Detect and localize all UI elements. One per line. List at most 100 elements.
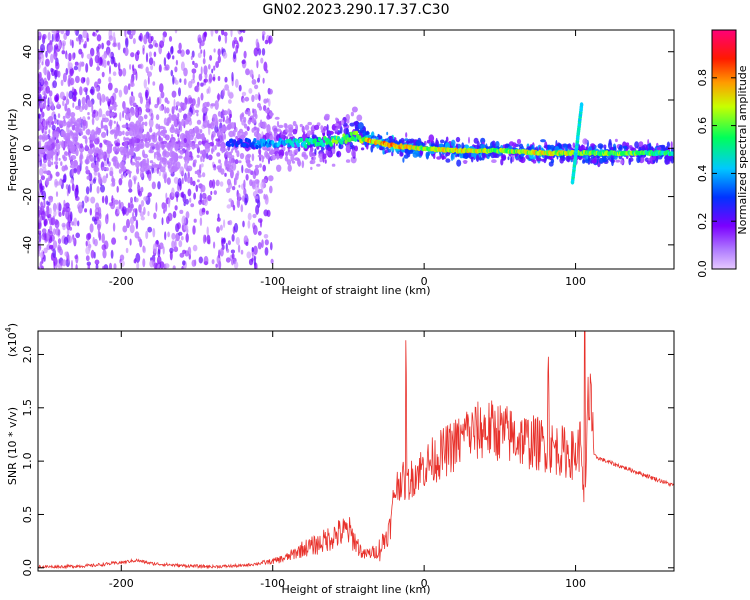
heatmap-cell <box>137 186 141 190</box>
heatmap-cell <box>43 233 47 241</box>
heatmap-cell <box>91 134 96 142</box>
heatmap-cell <box>322 154 325 163</box>
heatmap-cell <box>70 179 74 184</box>
heatmap-cell <box>314 148 317 155</box>
heatmap-cell <box>69 77 75 86</box>
spectrogram-x-tick-label: 100 <box>565 275 586 288</box>
heatmap-cell <box>38 62 41 71</box>
heatmap-cell <box>109 170 114 177</box>
heatmap-cell <box>159 161 162 166</box>
heatmap-cell <box>206 143 211 149</box>
heatmap-cell <box>75 37 80 42</box>
heatmap-cell <box>254 84 259 90</box>
heatmap-cell <box>670 141 673 149</box>
heatmap-cell <box>53 118 58 125</box>
heatmap-cell <box>202 32 207 42</box>
heatmap-cell <box>202 57 206 65</box>
heatmap-cell <box>45 210 48 217</box>
heatmap-cell <box>231 253 235 260</box>
heatmap-cell <box>278 124 284 129</box>
heatmap-cell <box>38 51 41 61</box>
heatmap-cell <box>200 129 203 134</box>
heatmap-cell <box>48 122 52 128</box>
heatmap-cell <box>263 234 269 239</box>
heatmap-cell <box>288 129 293 136</box>
heatmap-cell <box>129 99 133 107</box>
heatmap-cell <box>110 56 115 65</box>
heatmap-cell <box>138 204 142 213</box>
heatmap-cell <box>101 195 105 204</box>
heatmap-cell <box>87 112 90 116</box>
heatmap-cell <box>135 71 138 81</box>
heatmap-cell <box>65 67 69 76</box>
heatmap-cell <box>326 124 329 132</box>
heatmap-cell <box>139 96 143 105</box>
heatmap-cell <box>239 152 245 160</box>
heatmap-cell <box>97 78 102 85</box>
heatmap-cell <box>211 179 216 189</box>
spectrogram-x-tick-label: -100 <box>260 275 285 288</box>
heatmap-cell <box>263 147 268 151</box>
heatmap-cell <box>48 230 54 237</box>
heatmap-cell <box>540 139 546 143</box>
heatmap-cell <box>40 114 43 123</box>
heatmap-cell <box>66 91 69 101</box>
heatmap-cell <box>225 119 230 124</box>
heatmap-cell <box>88 172 93 182</box>
heatmap-cell <box>119 112 122 122</box>
heatmap-cell <box>108 35 114 41</box>
heatmap-cell <box>124 30 127 38</box>
heatmap-cell <box>63 134 67 140</box>
heatmap-cell <box>171 240 175 249</box>
heatmap-cell <box>178 149 182 153</box>
heatmap-cell <box>263 193 266 200</box>
heatmap-cell <box>335 117 338 121</box>
heatmap-cell <box>175 127 179 133</box>
heatmap-cell <box>164 231 167 241</box>
heatmap-cell <box>52 228 56 236</box>
heatmap-cell <box>252 170 257 180</box>
heatmap-cell <box>138 115 144 122</box>
heatmap-cell <box>241 164 244 174</box>
heatmap-cell <box>270 242 273 251</box>
heatmap-cell <box>582 138 588 145</box>
heatmap-cell <box>242 97 245 104</box>
heatmap-cell <box>101 233 105 244</box>
heatmap-cell <box>148 118 154 128</box>
heatmap-cell <box>159 242 164 250</box>
heatmap-cell <box>313 124 320 131</box>
heatmap-cell <box>261 156 265 163</box>
heatmap-cell <box>200 49 203 54</box>
heatmap-cell <box>216 226 220 234</box>
heatmap-cell <box>174 239 177 249</box>
heatmap-cell <box>53 113 57 120</box>
heatmap-cell <box>162 171 168 180</box>
heatmap-cell <box>97 43 102 50</box>
heatmap-cell <box>96 66 101 71</box>
heatmap-cell <box>215 179 220 187</box>
heatmap-cell <box>228 198 233 203</box>
heatmap-cell <box>217 55 221 64</box>
heatmap-cell <box>159 137 163 141</box>
heatmap-cell <box>248 88 253 94</box>
heatmap-cell <box>269 112 274 116</box>
heatmap-cell <box>294 157 300 161</box>
heatmap-cell <box>445 136 449 142</box>
heatmap-cell <box>190 55 193 60</box>
heatmap-cell <box>225 257 231 263</box>
heatmap-cell <box>196 112 199 117</box>
heatmap-cell <box>130 204 134 209</box>
heatmap-cell <box>156 97 160 106</box>
heatmap-cell <box>185 130 189 134</box>
spectrogram-y-tick-label: -40 <box>21 236 34 254</box>
heatmap-cell <box>256 133 262 139</box>
heatmap-cell <box>554 145 560 152</box>
heatmap-cell <box>105 214 109 225</box>
heatmap-cell <box>169 251 173 261</box>
heatmap-cell <box>159 105 163 112</box>
heatmap-cell <box>186 176 191 184</box>
heatmap-cell <box>72 236 75 243</box>
heatmap-cell <box>243 123 248 129</box>
heatmap-cell <box>76 164 81 175</box>
heatmap-cell <box>213 241 216 249</box>
